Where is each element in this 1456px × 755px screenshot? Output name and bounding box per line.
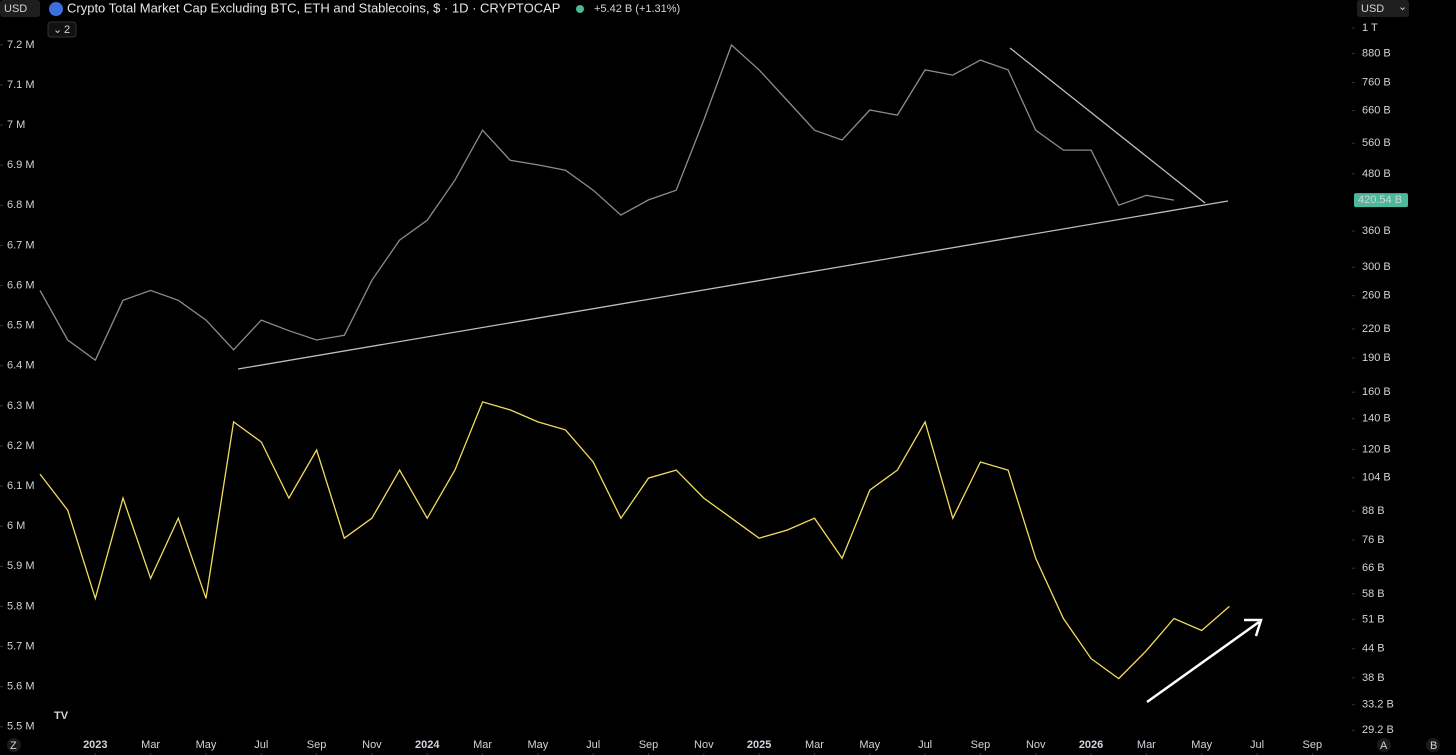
y2-tick-label: 560 B — [1362, 137, 1391, 149]
y2-tick-label: 300 B — [1362, 261, 1391, 273]
y-tick-label: 6.1 M — [7, 480, 35, 492]
x-tick-label: Mar — [805, 739, 824, 751]
y-tick-label: 6 M — [7, 520, 25, 532]
arrow — [1146, 620, 1260, 704]
indicators-toggle[interactable] — [47, 21, 77, 38]
trend-line — [237, 200, 1229, 370]
y-tick-label: 5.7 M — [7, 640, 35, 652]
button[interactable] — [7, 738, 21, 752]
y2-tick-label: 29.2 B — [1362, 724, 1394, 736]
currency-selector-box[interactable] — [1357, 0, 1409, 17]
y-tick-label: 6.4 M — [7, 360, 35, 372]
y2-tick-label: 58 B — [1362, 588, 1385, 600]
y2-tick-label: 160 B — [1362, 386, 1391, 398]
currency[interactable]: USD — [4, 3, 27, 15]
y-tick-label: 6.9 M — [7, 159, 35, 171]
x-tick-label: Mar — [473, 739, 492, 751]
plot: 7.2 M 7.1 M 7 M 6.9 M 6.8 M 6.7 M 6.6 M 6.5 M 6.… — [0, 22, 1408, 755]
tv-logo: TV — [54, 710, 69, 722]
y2-tick-label: 220 B — [1362, 323, 1391, 335]
trend-line — [1009, 47, 1206, 204]
x-tick-label: May — [1191, 739, 1212, 751]
scale-button[interactable]: Z — [10, 740, 17, 752]
y2-tick-label: 44 B — [1362, 643, 1385, 655]
x-tick-label: Nov — [694, 739, 714, 751]
x-tick-label: Jul — [918, 739, 932, 751]
y2-tick-label: 190 B — [1362, 352, 1391, 364]
x-tick-label: Sep — [1303, 739, 1323, 751]
button[interactable] — [1377, 738, 1391, 752]
y2-tick-label: 33.2 B — [1362, 699, 1394, 711]
currency-box[interactable] — [0, 0, 40, 17]
y2-tick-label: 140 B — [1362, 413, 1391, 425]
y2-tick-label: 76 B — [1362, 534, 1385, 546]
x-tick-label: Sep — [639, 739, 659, 751]
y2-tick-label: 104 B — [1362, 472, 1391, 484]
x-tick-label: Mar — [1137, 739, 1156, 751]
arrow-head — [1244, 618, 1263, 637]
x-tick-label: Jul — [254, 739, 268, 751]
y-tick-label: 7.2 M — [7, 39, 35, 51]
y-tick-label: 6.3 M — [7, 400, 35, 412]
y2-tick-label: 880 B — [1362, 47, 1391, 59]
y-tick-label: 6.5 M — [7, 320, 35, 332]
last-price-label: 420.54 B — [1358, 194, 1402, 206]
chart-title: Crypto Total Market Cap Excluding BTC, E… — [67, 0, 560, 15]
currency-selector[interactable]: USD — [1361, 3, 1384, 15]
price-change: +5.42 B (+1.31%) — [594, 3, 680, 15]
y-tick-label: 6.6 M — [7, 279, 35, 291]
y-tick-label: 5.6 M — [7, 681, 35, 693]
chevron[interactable]: ⌄ — [53, 24, 62, 36]
x-tick-label: Mar — [141, 739, 160, 751]
x-tick-label: Sep — [307, 739, 327, 751]
x-tick-label: 2023 — [83, 739, 107, 751]
symbol-logo — [49, 2, 63, 16]
y-tick-label: 6.8 M — [7, 199, 35, 211]
x-tick-label: Sep — [971, 739, 991, 751]
y-tick-label: 5.5 M — [7, 721, 35, 733]
y2-tick-label: 66 B — [1362, 562, 1385, 574]
y-tick-label: 6.2 M — [7, 440, 35, 452]
x-tick-label: Nov — [1026, 739, 1046, 751]
series-line — [39, 43, 1175, 362]
x-tick-label: 2024 — [415, 739, 440, 751]
auto-button[interactable]: A — [1380, 740, 1388, 752]
y2-tick-label: 480 B — [1362, 168, 1391, 180]
last-price-badge — [1354, 193, 1408, 208]
y-tick-label: 7.1 M — [7, 79, 35, 91]
log-button[interactable]: B — [1430, 740, 1437, 752]
y-tick-label: 6.7 M — [7, 239, 35, 251]
x-tick-label: 2026 — [1079, 739, 1103, 751]
series-line — [39, 401, 1230, 680]
chevron[interactable]: ⌄ — [1398, 1, 1407, 13]
y2-tick-label: 760 B — [1362, 76, 1391, 88]
x-tick-label: May — [527, 739, 548, 751]
y-tick-label: 7 M — [7, 119, 25, 131]
status-dot — [576, 5, 584, 13]
y2-tick-label: 1 T — [1362, 22, 1378, 34]
y2-tick-label: 38 B — [1362, 672, 1385, 684]
indicators-count[interactable]: 2 — [64, 24, 70, 36]
y2-tick-label: 88 B — [1362, 505, 1385, 517]
button[interactable] — [1426, 738, 1440, 752]
x-tick-label: May — [859, 739, 880, 751]
x-tick-label: May — [196, 739, 217, 751]
x-tick-label: Jul — [586, 739, 600, 751]
x-tick-label: Jul — [1250, 739, 1264, 751]
y-tick-label: 5.9 M — [7, 560, 35, 572]
x-tick-label: 2025 — [747, 739, 771, 751]
y2-tick-label: 120 B — [1362, 443, 1391, 455]
x-tick-label: Nov — [362, 739, 382, 751]
y-tick-label: 5.8 M — [7, 600, 35, 612]
y2-tick-label: 260 B — [1362, 290, 1391, 302]
y2-tick-label: 51 B — [1362, 613, 1385, 625]
y2-tick-label: 360 B — [1362, 225, 1391, 237]
y2-tick-label: 660 B — [1362, 104, 1391, 116]
